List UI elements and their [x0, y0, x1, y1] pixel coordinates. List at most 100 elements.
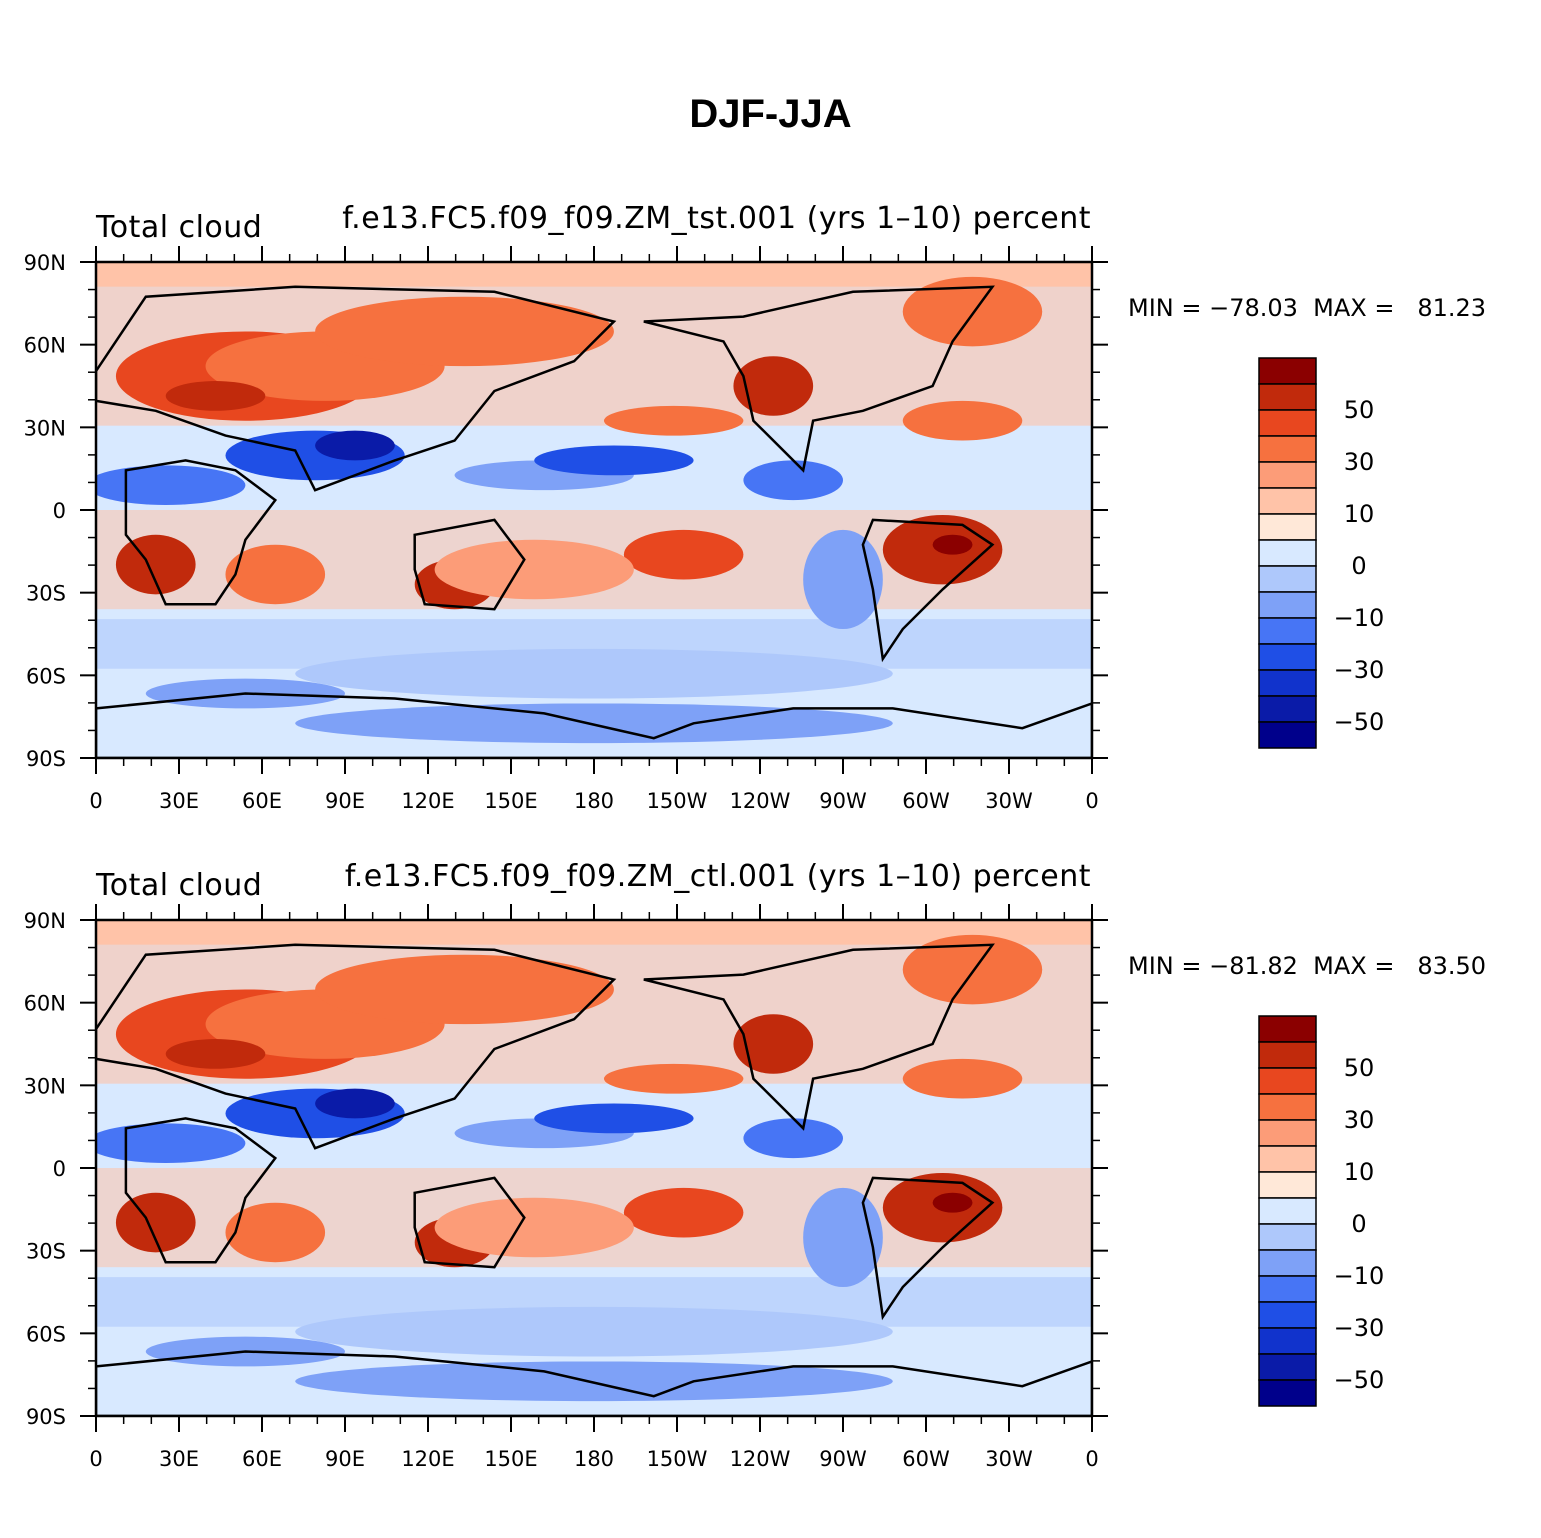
- variable-label: Total cloud: [96, 868, 263, 903]
- colorbar-box: [1258, 1249, 1317, 1277]
- x-tick-label: 0: [89, 789, 102, 813]
- colorbar-box: [1258, 1145, 1317, 1173]
- coastline: [413, 518, 526, 611]
- x-tick-label: 150E: [484, 1447, 537, 1471]
- x-tick-label: 30E: [159, 789, 199, 813]
- field-contour: [733, 356, 814, 416]
- y-tick-label: 0: [53, 1157, 66, 1181]
- colorbar-box: [1258, 435, 1317, 463]
- x-tick-label: 60E: [242, 789, 282, 813]
- x-tick-label: 60W: [902, 1447, 950, 1471]
- x-tick-label: 120W: [730, 1447, 791, 1471]
- y-tick-label: 60S: [26, 664, 66, 688]
- colorbar-box: [1258, 1093, 1317, 1121]
- colorbar-box: [1258, 409, 1317, 437]
- colorbar-box: [1258, 1223, 1317, 1251]
- coastline: [96, 943, 617, 1150]
- field-contour: [315, 954, 614, 1025]
- field-contour: [902, 276, 1043, 347]
- colorbar-box: [1258, 1015, 1317, 1043]
- field-contour: [733, 1014, 814, 1074]
- field-contour: [902, 400, 1023, 441]
- field-contour: [902, 1058, 1023, 1099]
- colorbar-box: [1258, 1197, 1317, 1225]
- colorbar-label: −30: [1334, 1314, 1385, 1342]
- y-tick-label: 90S: [26, 747, 66, 771]
- y-tick-label: 30S: [26, 582, 66, 606]
- colorbar-box: [1258, 357, 1317, 385]
- x-tick-label: 60E: [242, 1447, 282, 1471]
- x-tick-label: 120E: [401, 789, 454, 813]
- x-tick-label: 90W: [819, 789, 867, 813]
- colorbar-label: 0: [1351, 552, 1366, 580]
- colorbar-box: [1258, 1353, 1317, 1381]
- y-tick-label: 60N: [24, 992, 66, 1016]
- colorbar-label: 10: [1344, 500, 1375, 528]
- field-band: [96, 920, 1092, 945]
- field-contour: [295, 1361, 893, 1402]
- coastline: [861, 518, 995, 663]
- field-contour: [743, 1118, 843, 1159]
- field-contour: [623, 1187, 744, 1238]
- field-contour: [295, 1306, 893, 1357]
- y-tick-label: 60S: [26, 1322, 66, 1346]
- colorbar-box: [1258, 565, 1317, 593]
- min-max-stats: MIN = −81.82 MAX = 83.50: [1128, 952, 1487, 980]
- coastline: [96, 692, 1092, 758]
- field-contour: [803, 1187, 883, 1288]
- case-label: f.e13.FC5.f09_f09.ZM_ctl.001 (yrs 1–10) …: [344, 859, 1091, 894]
- y-tick-label: 30N: [24, 416, 66, 440]
- field-contour: [96, 465, 246, 506]
- field-contour: [315, 430, 395, 461]
- field-contour: [315, 296, 614, 367]
- x-tick-label: 120W: [730, 789, 791, 813]
- colorbar-box: [1258, 513, 1317, 541]
- y-tick-label: 30N: [24, 1074, 66, 1098]
- colorbar-label: 10: [1344, 1158, 1375, 1186]
- field-contour: [603, 405, 744, 436]
- x-tick-label: 120E: [401, 1447, 454, 1471]
- x-tick-label: 30W: [985, 1447, 1033, 1471]
- y-tick-label: 0: [53, 499, 66, 523]
- colorbar-label: −10: [1334, 1262, 1385, 1290]
- field-contour: [902, 934, 1043, 1005]
- coastline: [124, 1117, 278, 1264]
- coastline: [124, 459, 278, 606]
- coastline: [413, 1176, 526, 1269]
- x-tick-label: 0: [1085, 789, 1098, 813]
- x-tick-label: 180: [574, 789, 614, 813]
- field-contour: [165, 1039, 266, 1069]
- x-tick-label: 90E: [325, 789, 365, 813]
- x-tick-label: 180: [574, 1447, 614, 1471]
- field-contour: [434, 539, 634, 600]
- colorbar-box: [1258, 695, 1317, 723]
- colorbar-box: [1258, 1067, 1317, 1095]
- coastline: [861, 1176, 995, 1321]
- figure-title: DJF-JJA: [689, 92, 852, 136]
- colorbar-label: 30: [1344, 1106, 1375, 1134]
- field-contour: [295, 648, 893, 699]
- field-contour: [623, 529, 744, 580]
- field-contour: [932, 534, 973, 555]
- colorbar-box: [1258, 1041, 1317, 1069]
- x-tick-label: 150E: [484, 789, 537, 813]
- colorbar-label: −10: [1334, 604, 1385, 632]
- colorbar-box: [1258, 721, 1317, 749]
- x-tick-label: 30W: [985, 789, 1033, 813]
- colorbar-box: [1258, 1379, 1317, 1407]
- field-contour: [115, 1192, 196, 1253]
- colorbar-label: −50: [1334, 1366, 1385, 1394]
- x-tick-label: 30E: [159, 1447, 199, 1471]
- coastline: [643, 943, 995, 1131]
- x-tick-label: 0: [1085, 1447, 1098, 1471]
- y-tick-label: 30S: [26, 1240, 66, 1264]
- x-tick-label: 150W: [647, 789, 708, 813]
- colorbar-box: [1258, 1327, 1317, 1355]
- x-tick-label: 60W: [902, 789, 950, 813]
- field-contour: [743, 460, 843, 501]
- colorbar-box: [1258, 643, 1317, 671]
- field-contour: [534, 445, 694, 476]
- y-tick-label: 90S: [26, 1405, 66, 1429]
- field-band: [96, 262, 1092, 287]
